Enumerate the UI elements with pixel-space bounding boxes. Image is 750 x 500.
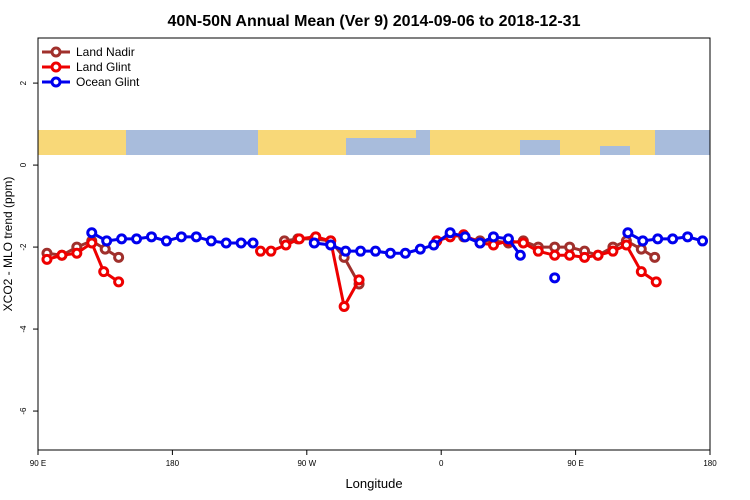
data-point xyxy=(369,245,381,257)
data-point xyxy=(280,239,292,251)
y-tick-label: -6 xyxy=(19,407,28,415)
legend-marker xyxy=(50,61,62,73)
data-point xyxy=(384,247,396,259)
data-point xyxy=(71,247,83,259)
data-point xyxy=(592,249,604,261)
data-point xyxy=(340,245,352,257)
data-point xyxy=(293,233,305,245)
data-point xyxy=(620,239,632,251)
data-point xyxy=(622,227,634,239)
data-point xyxy=(637,235,649,247)
data-point xyxy=(355,245,367,257)
data-point xyxy=(113,251,125,263)
data-point xyxy=(116,233,128,245)
world-map-strip xyxy=(38,130,710,155)
data-point xyxy=(459,231,471,243)
y-tick-label: -4 xyxy=(19,325,28,333)
data-point xyxy=(649,251,661,263)
data-point xyxy=(145,231,157,243)
data-point xyxy=(308,237,320,249)
data-point xyxy=(265,245,277,257)
data-point xyxy=(325,239,337,251)
chart-title: 40N-50N Annual Mean (Ver 9) 2014-09-06 t… xyxy=(168,13,581,30)
data-point xyxy=(667,233,679,245)
data-point xyxy=(474,237,486,249)
x-tick-label: 180 xyxy=(166,459,180,468)
data-point xyxy=(532,245,544,257)
plot-frame xyxy=(37,37,711,451)
data-point xyxy=(514,249,526,261)
x-tick-label: 180 xyxy=(703,459,717,468)
data-point xyxy=(220,237,232,249)
data-point xyxy=(682,231,694,243)
data-point xyxy=(607,245,619,257)
data-point xyxy=(697,235,709,247)
x-tick-label: 90 E xyxy=(567,459,583,468)
data-point xyxy=(579,251,591,263)
data-point xyxy=(502,233,514,245)
data-point xyxy=(190,231,202,243)
legend-label: Land Glint xyxy=(76,60,131,74)
data-point xyxy=(205,235,217,247)
y-tick-label: 2 xyxy=(19,80,28,85)
data-point xyxy=(444,227,456,239)
data-point xyxy=(41,253,53,265)
y-axis-label: XCO2 - MLO trend (ppm) xyxy=(1,177,15,312)
legend-label: Ocean Glint xyxy=(76,75,140,89)
data-point xyxy=(175,231,187,243)
x-tick-label: 0 xyxy=(439,459,444,468)
legend-marker xyxy=(50,76,62,88)
legend-label: Land Nadir xyxy=(76,45,135,59)
data-point xyxy=(247,237,259,249)
x-axis-label: Longitude xyxy=(345,476,402,491)
data-point xyxy=(414,243,426,255)
y-tick-label: -2 xyxy=(19,243,28,251)
data-point xyxy=(399,247,411,259)
data-point xyxy=(113,276,125,288)
data-point xyxy=(549,249,561,261)
data-point xyxy=(98,266,110,278)
x-tick-label: 90 W xyxy=(297,459,316,468)
data-point xyxy=(652,233,664,245)
data-point xyxy=(131,233,143,245)
data-point xyxy=(235,237,247,249)
legend-marker xyxy=(50,46,62,58)
data-point xyxy=(635,243,647,255)
data-point xyxy=(99,243,111,255)
data-point xyxy=(428,239,440,251)
data-point xyxy=(353,274,365,286)
data-point xyxy=(338,301,350,313)
data-point xyxy=(549,272,561,284)
data-point xyxy=(86,227,98,239)
data-point xyxy=(564,249,576,261)
data-point xyxy=(56,249,68,261)
data-point xyxy=(487,231,499,243)
y-tick-label: 0 xyxy=(19,162,28,167)
data-point xyxy=(101,235,113,247)
x-tick-label: 90 E xyxy=(30,459,46,468)
data-point xyxy=(86,237,98,249)
data-point xyxy=(160,235,172,247)
data-point xyxy=(635,266,647,278)
data-point xyxy=(255,245,267,257)
data-point xyxy=(517,237,529,249)
data-point xyxy=(650,276,662,288)
